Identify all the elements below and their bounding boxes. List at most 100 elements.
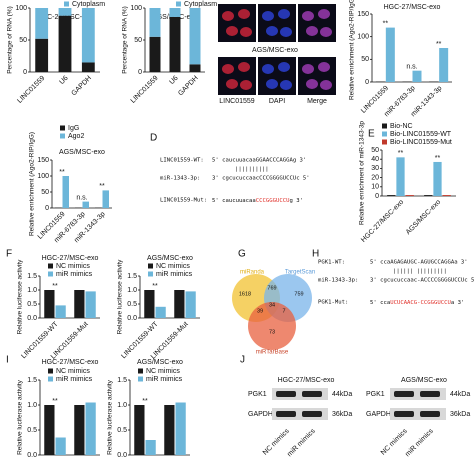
venn-count: 34 — [269, 302, 275, 308]
cell — [266, 79, 278, 89]
seq-label: miR-1343-3p: — [160, 176, 200, 182]
cell — [320, 80, 332, 90]
blot-title: AGS/MSC-exo — [401, 377, 447, 384]
y-tick-label: 0.0 — [127, 315, 137, 322]
legend-swatch — [382, 131, 387, 137]
y-axis-label: Percentage of RNA (%) — [7, 6, 14, 74]
y-tick-label: 0.0 — [27, 315, 37, 322]
band — [276, 411, 296, 417]
bar — [396, 157, 405, 196]
significance: ** — [383, 20, 389, 27]
band-label: GAPDH — [248, 411, 273, 418]
panel-letter: I — [6, 355, 9, 366]
y-tick-label: 50 — [41, 189, 49, 196]
venn-count: 7 — [282, 308, 285, 314]
bar-segment — [189, 64, 201, 72]
sequence: 5' ccaAGAGAUGC-AGUGCCAGGAa 3' — [370, 260, 468, 266]
bar — [433, 161, 442, 196]
y-tick-label: 10 — [371, 184, 379, 191]
y-axis-label: Relative luciferase activity — [107, 379, 114, 455]
y-axis-label: Relative luciferase activity — [17, 379, 24, 455]
y-axis-label: Relative enrichment (Ago2-RIP/IgG) — [349, 0, 356, 100]
significance: ** — [99, 183, 105, 190]
cell — [222, 11, 234, 21]
y-tick-label: 1.5 — [127, 273, 137, 280]
bar — [85, 402, 96, 455]
bar-segment — [58, 15, 72, 72]
legend-swatch — [48, 376, 53, 382]
panel-letter: G — [238, 249, 246, 260]
legend-label: miR mimics — [146, 376, 183, 383]
seq-part: UCUCAACG-CCGGGUCCU — [390, 300, 451, 306]
significance: ** — [435, 155, 441, 162]
venn-count: 73 — [269, 329, 275, 335]
legend-label: miR mimics — [56, 271, 93, 278]
y-tick-label: 1.0 — [27, 287, 37, 294]
venn-count: 769 — [267, 285, 276, 291]
bar — [185, 291, 196, 318]
sequence: 5' ccaUCUCAACG-CCGGGUCCUa 3' — [370, 300, 464, 306]
y-tick-label: 30 — [371, 165, 379, 172]
legend-label: Ago2 — [68, 133, 84, 140]
panel-letter: H — [312, 249, 319, 260]
micrograph — [218, 4, 256, 42]
y-tick-label: 1.5 — [27, 273, 37, 280]
cell — [226, 79, 238, 89]
bar-segment — [58, 8, 72, 16]
seq-part: a 3' — [451, 300, 464, 306]
venn-count: 1618 — [239, 291, 251, 297]
chart-title: HGC-27/MSC-exo — [42, 255, 99, 262]
y-tick-label: 0.5 — [27, 301, 37, 308]
chart-title: AGS/MSC-exo — [147, 255, 193, 262]
bar — [85, 291, 96, 318]
bar — [82, 201, 89, 208]
y-tick-label: 100 — [15, 5, 27, 12]
cell — [240, 80, 252, 90]
legend-label: Cytoplasm — [184, 1, 217, 8]
legend-swatch — [60, 125, 65, 131]
legend-swatch — [148, 271, 153, 277]
bar — [144, 290, 155, 318]
band — [276, 391, 296, 397]
sequence: 5' caucuuacaaCCCGGGUCCUg 3' — [212, 198, 303, 204]
legend-swatch — [48, 263, 53, 269]
panel-letter: J — [240, 355, 245, 366]
bar-segment — [81, 62, 95, 72]
micrograph — [298, 57, 336, 95]
chart-title: HGC-27/MSC-exo — [384, 4, 441, 11]
bar-segment — [149, 36, 161, 72]
venn-count: 39 — [257, 308, 263, 314]
x-tick-label: U6 — [168, 75, 179, 86]
sequence: 5' caucuuacaaGGAACCCAGGAg 3' — [212, 158, 306, 164]
band-size: 44kDa — [450, 391, 470, 398]
blot-title: HGC-27/MSC-exo — [278, 377, 335, 384]
bar — [102, 190, 109, 208]
y-axis-label: Relative enrichment of miR-1343-3p — [359, 121, 366, 225]
micrograph — [218, 57, 256, 95]
bar — [145, 440, 156, 455]
sequence: 3' cgcucuccaacCCCGGGGUCCUc 5' — [212, 176, 310, 182]
seq-label: miR-1343-3p: — [318, 278, 358, 284]
chart-title: AGS/MSC-exo — [137, 359, 183, 366]
seq-label: PGK1-WT: — [318, 260, 345, 266]
y-tick-label: 1.0 — [117, 402, 127, 409]
y-tick-label: 1.5 — [117, 377, 127, 384]
bar — [439, 48, 449, 82]
y-tick-label: 0 — [45, 205, 49, 212]
seq-label: PGK1-Mut: — [318, 300, 348, 306]
venn-label: miRTarBase — [256, 350, 289, 356]
panel-letter: F — [6, 249, 12, 260]
bar-segment — [169, 8, 181, 17]
significance: ** — [436, 41, 442, 48]
y-tick-label: 0.5 — [27, 427, 37, 434]
cell — [262, 11, 274, 21]
bar — [44, 290, 55, 318]
y-tick-label: 150 — [357, 11, 369, 18]
significance: ** — [52, 283, 58, 290]
cell — [240, 27, 252, 37]
band-size: 36kDa — [450, 411, 470, 418]
legend-label: IgG — [68, 125, 79, 132]
band-size: 36kDa — [332, 411, 352, 418]
y-tick-label: 1.5 — [27, 377, 37, 384]
